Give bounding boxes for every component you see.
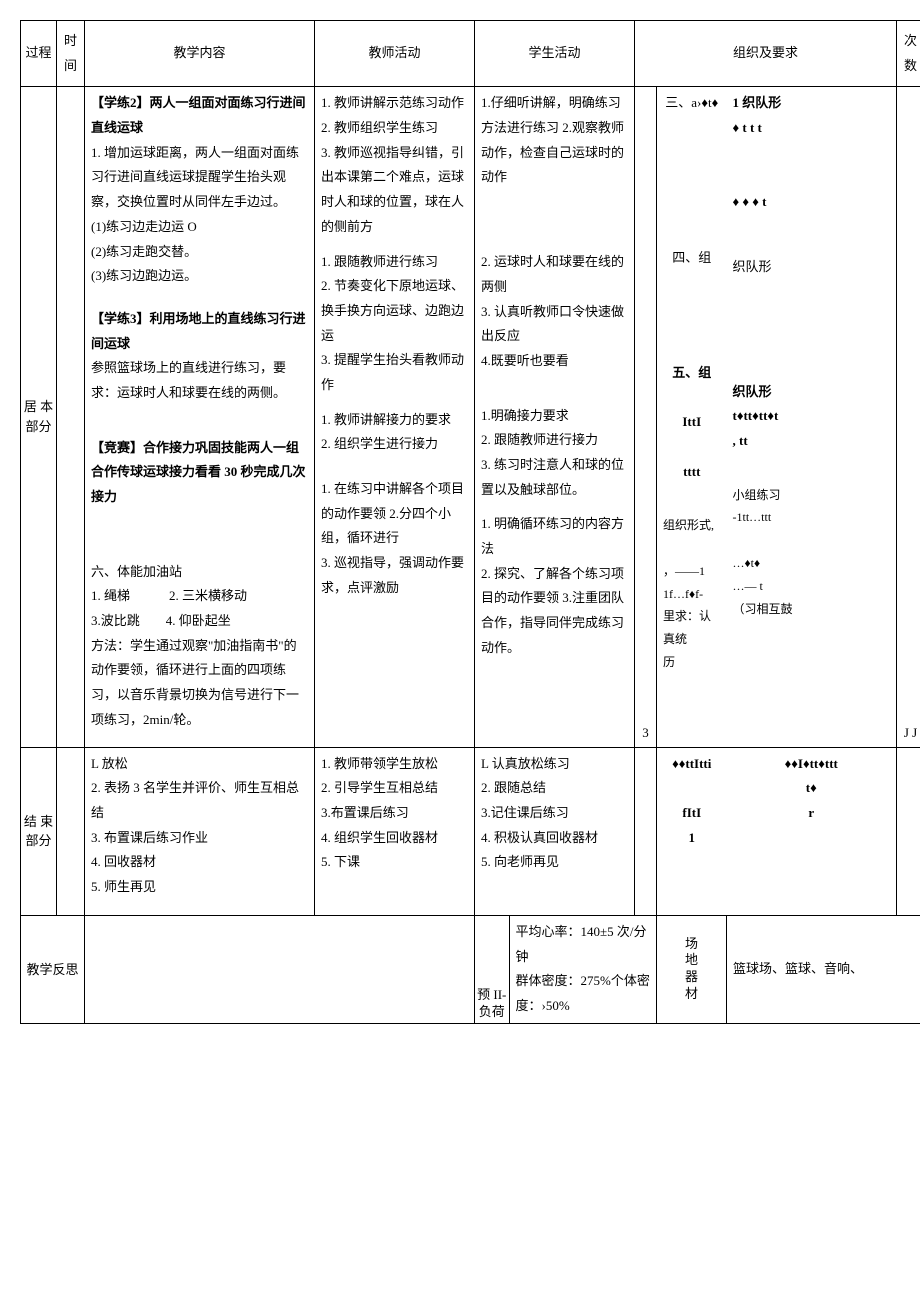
table-header-row: 过程 时间 教学内容 教师活动 学生活动 组织及要求 次数 (21, 21, 920, 87)
teacher-block4: 1. 在练习中讲解各个项目的动作要领 2.分四个小组，循环进行 3. 巡视指导，… (321, 477, 468, 600)
load-values: 平均心率：140±5 次/分钟 群体密度：275%个体密度：›50% (509, 916, 656, 1023)
header-content: 教学内容 (85, 21, 315, 87)
header-org: 组织及要求 (635, 21, 897, 87)
practice3-title: 【学练3】利用场地上的直线练习行进间运球 (91, 311, 306, 351)
preload-label: 预 II- 负荷 (475, 916, 509, 1023)
end-student: L 认真放松练习 2. 跟随总结 3.记住课后练习 4. 积极认真回收器材 5.… (475, 747, 635, 915)
practice2-body: 1. 增加运球距离，两人一组面对面练习行进间直线运球提醒学生抬头观察，交换位置时… (91, 141, 308, 289)
equip-value: 篮球场、篮球、音响、 (727, 915, 920, 1023)
header-process: 过程 (21, 21, 57, 87)
student-block1: 1.仔细听讲解，明确练习方法进行练习 2.观察教师动作，检查自己运球时的动作 (481, 91, 628, 190)
basic-teacher: 1. 教师讲解示范练习动作 2. 教师组织学生练习 3. 教师巡视指导纠错，引出… (315, 87, 475, 747)
fitness-list: 1. 绳梯 2. 三米横移动 3.波比跳 4. 仰卧起坐 (91, 584, 308, 633)
basic-time (57, 87, 85, 747)
end-time (57, 747, 85, 915)
end-count (897, 747, 920, 915)
teacher-block3: 1. 教师讲解接力的要求 2. 组织学生进行接力 (321, 408, 468, 457)
fitness-body: 方法：学生通过观察"加油指南书"的动作要领，循环进行上面的四项练习，以音乐背景切… (91, 634, 308, 733)
student-block4: 1. 明确循环练习的内容方法 2. 探究、了解各个练习项目的动作要领 3.注重团… (481, 512, 628, 660)
basic-section-row: 居 本 部分 【学练2】两人一组面对面练习行进间直线运球 1. 增加运球距离，两… (21, 87, 920, 747)
end-section-label: 结 束 部分 (21, 747, 57, 915)
end-num (635, 747, 657, 915)
practice3-body: 参照篮球场上的直线进行练习，要求：运球时人和球要在线的两侧。 (91, 356, 308, 405)
end-teacher: 1. 教师带领学生放松 2. 引导学生互相总结 3.布置课后练习 4. 组织学生… (315, 747, 475, 915)
reflect-label: 教学反思 (21, 915, 85, 1023)
lesson-plan-table: 过程 时间 教学内容 教师活动 学生活动 组织及要求 次数 居 本 部分 【学练… (20, 20, 920, 1024)
header-time: 时间 (57, 21, 85, 87)
end-org-left: ♦♦ttItti fItI 1 (657, 747, 727, 915)
reflect-row: 教学反思 预 II- 负荷 平均心率：140±5 次/分钟 群体密度：275%个… (21, 915, 920, 1023)
org1a: 三、a›♦t♦ (663, 91, 721, 116)
reflect-content (85, 915, 475, 1023)
fitness-title: 六、体能加油站 (91, 560, 308, 585)
org1b: 1 织队形 ♦ t t t ♦ ♦ ♦ t (733, 91, 891, 214)
basic-num: 3 (635, 87, 657, 747)
student-block2: 2. 运球时人和球要在线的两侧 3. 认真听教师口令快速做出反应 4.既要听也要… (481, 250, 628, 373)
basic-content: 【学练2】两人一组面对面练习行进间直线运球 1. 增加运球距离，两人一组面对面练… (85, 87, 315, 747)
org4b: 小组练习 -1tt…ttt …♦t♦ …— t （习相互鼓 (733, 484, 891, 621)
basic-org-left: 三、a›♦t♦ 四、组 五、组 IttI tttt 组织形式, ，——1 1f…… (657, 87, 727, 747)
end-org-right: ♦♦I♦tt♦ttt t♦ r (727, 747, 897, 915)
org2b: 织队形 (733, 255, 891, 280)
practice2-title: 【学练2】两人一组面对面练习行进间直线运球 (91, 95, 306, 135)
basic-org-right: 1 织队形 ♦ t t t ♦ ♦ ♦ t 织队形 织队形 t♦tt♦tt♦t … (727, 87, 897, 747)
org2a: 四、组 (663, 246, 721, 271)
end-content: L 放松 2. 表扬 3 名学生并评价、师生互相总结 3. 布置课后练习作业 4… (85, 747, 315, 915)
org3a: 五、组 IttI tttt (663, 361, 721, 484)
basic-student: 1.仔细听讲解，明确练习方法进行练习 2.观察教师动作，检查自己运球时的动作 2… (475, 87, 635, 747)
org4a: 组织形式, ，——1 1f…f♦f- 里求：认真统 历 (663, 514, 721, 674)
reflect-load-cell: 预 II- 负荷 平均心率：140±5 次/分钟 群体密度：275%个体密度：›… (475, 915, 657, 1023)
basic-count: J J (897, 87, 920, 747)
teacher-block2: 1. 跟随教师进行练习 2. 节奏变化下原地运球、换手换方向运球、边跑边运 3.… (321, 250, 468, 398)
header-count: 次数 (897, 21, 920, 87)
student-block3: 1.明确接力要求 2. 跟随教师进行接力 3. 练习时注意人和球的位置以及触球部… (481, 404, 628, 503)
header-teacher: 教师活动 (315, 21, 475, 87)
equip-label: 场 地 器 材 (657, 915, 727, 1023)
basic-section-label: 居 本 部分 (21, 87, 57, 747)
competition-title: 【竞赛】合作接力巩固技能两人一组合作传球运球接力看看 30 秒完成几次接力 (91, 440, 306, 504)
end-section-row: 结 束 部分 L 放松 2. 表扬 3 名学生并评价、师生互相总结 3. 布置课… (21, 747, 920, 915)
teacher-block1: 1. 教师讲解示范练习动作 2. 教师组织学生练习 3. 教师巡视指导纠错，引出… (321, 91, 468, 239)
org3b: 织队形 t♦tt♦tt♦t , tt (733, 380, 891, 454)
header-student: 学生活动 (475, 21, 635, 87)
